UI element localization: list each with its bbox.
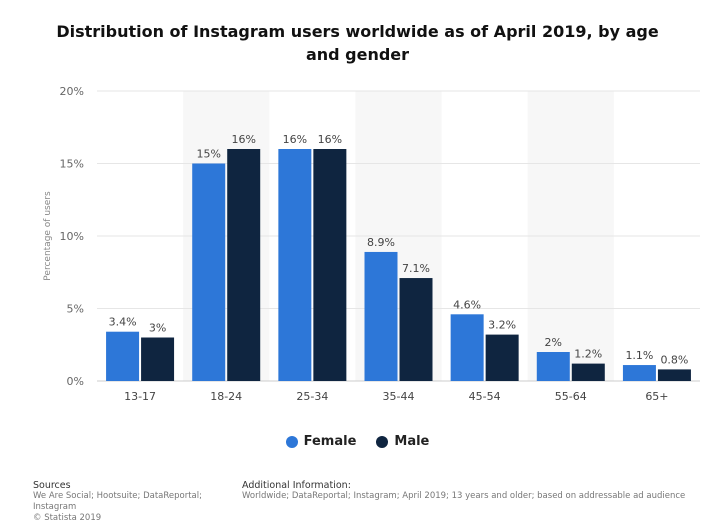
y-tick-label: 5% bbox=[67, 303, 84, 316]
legend-item-male[interactable]: Male bbox=[376, 434, 429, 449]
data-label: 8.9% bbox=[367, 236, 395, 249]
data-label: 1.2% bbox=[574, 348, 602, 361]
additional-info-text: Worldwide; DataReportal; Instagram; Apri… bbox=[242, 491, 686, 501]
bar-female bbox=[622, 365, 656, 381]
bar-female bbox=[364, 251, 398, 381]
y-tick-label: 15% bbox=[60, 158, 84, 171]
male-dot-icon bbox=[376, 435, 389, 448]
data-label: 3.2% bbox=[488, 319, 516, 332]
data-label: 7.1% bbox=[402, 262, 430, 275]
x-tick-label: 25-34 bbox=[296, 390, 328, 403]
bar-male bbox=[141, 337, 175, 381]
sources-heading[interactable]: Sources bbox=[33, 480, 71, 491]
legend-label-male: Male bbox=[394, 434, 430, 449]
y-axis-label: Percentage of users bbox=[43, 191, 53, 281]
data-label: 16% bbox=[231, 133, 255, 146]
data-label: 16% bbox=[283, 133, 307, 146]
legend-item-female[interactable]: Female bbox=[285, 434, 357, 449]
bar-male bbox=[227, 149, 261, 381]
bar-male bbox=[657, 369, 691, 381]
x-tick-label: 55-64 bbox=[555, 390, 587, 403]
bar-female bbox=[192, 163, 226, 381]
x-tick-label: 35-44 bbox=[383, 390, 415, 403]
chart-title: Distribution of Instagram users worldwid… bbox=[56, 22, 659, 64]
data-label: 0.8% bbox=[660, 353, 688, 366]
legend-label-female: Female bbox=[303, 434, 357, 449]
x-tick-label: 45-54 bbox=[469, 390, 501, 403]
y-tick-label: 0% bbox=[67, 375, 84, 388]
female-dot-icon bbox=[285, 435, 298, 448]
sources-text-line2: Instagram bbox=[33, 502, 77, 512]
x-tick-label: 18-24 bbox=[210, 390, 242, 403]
bar-female bbox=[106, 331, 140, 381]
y-tick-label: 20% bbox=[60, 85, 84, 98]
bar-female bbox=[450, 314, 484, 381]
bar-male bbox=[313, 149, 347, 381]
data-label: 2% bbox=[545, 336, 562, 349]
bar-female bbox=[536, 352, 570, 381]
bar-chart: 0% 5% 10% 15% 20% Percentage of users 3.4% 3% 13… bbox=[43, 85, 700, 403]
copyright: © Statista 2019 bbox=[33, 513, 102, 523]
data-label: 1.1% bbox=[625, 349, 653, 362]
additional-info-heading[interactable]: Additional Information: bbox=[242, 480, 351, 491]
data-label: 3.4% bbox=[109, 316, 137, 329]
bar-female bbox=[278, 149, 312, 381]
data-label: 16% bbox=[318, 133, 342, 146]
sources-text-line1: We Are Social; Hootsuite; DataReportal; bbox=[33, 491, 202, 501]
x-tick-label: 13-17 bbox=[124, 390, 156, 403]
sources-block: Sources We Are Social; Hootsuite; DataRe… bbox=[33, 480, 218, 524]
y-tick-label: 10% bbox=[60, 230, 84, 243]
data-label: 15% bbox=[196, 148, 220, 161]
additional-info-block: Additional Information: Worldwide; DataR… bbox=[242, 480, 712, 502]
data-label: 3% bbox=[149, 322, 166, 335]
chart-legend: Female Male bbox=[0, 434, 715, 449]
x-tick-label: 65+ bbox=[645, 390, 668, 403]
bar-male bbox=[571, 363, 605, 381]
bar-male bbox=[485, 334, 519, 381]
data-label: 4.6% bbox=[453, 298, 481, 311]
bar-male bbox=[399, 278, 433, 381]
